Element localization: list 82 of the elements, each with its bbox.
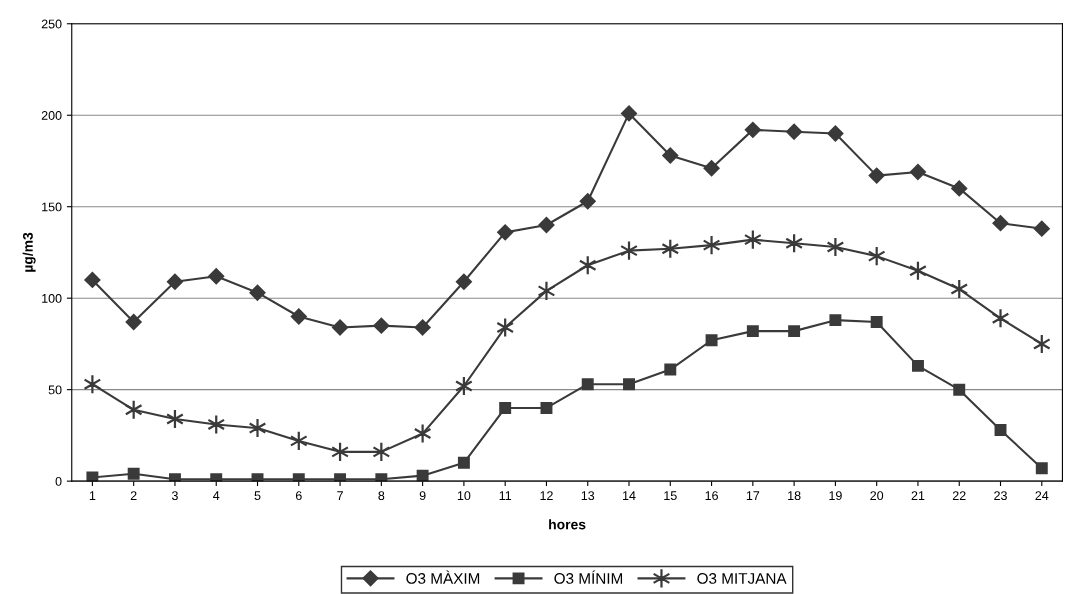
- x-tick-label: 18: [788, 491, 801, 501]
- point: [332, 319, 349, 336]
- x-tick-label: 1: [89, 491, 96, 500]
- point: [623, 378, 635, 391]
- point: [540, 401, 553, 414]
- x-tick-label: 16: [705, 491, 718, 501]
- x-tick-label: 21: [911, 491, 925, 500]
- point: [702, 234, 721, 256]
- point: [827, 125, 844, 142]
- x-tick-label: 13: [581, 491, 595, 501]
- x-axis-title: hores: [549, 519, 586, 530]
- point: [829, 314, 842, 327]
- y-tick-label: 150: [42, 202, 62, 212]
- point: [746, 325, 759, 338]
- y-tick-label: 200: [41, 111, 62, 120]
- point: [953, 383, 966, 396]
- x-tick-label: 7: [337, 491, 343, 500]
- x-tick-label: 20: [870, 491, 884, 501]
- point: [786, 123, 803, 140]
- point: [455, 273, 472, 290]
- x-tick-label: 22: [952, 491, 966, 500]
- point: [664, 363, 677, 376]
- legend-label: O3 MÀXIM: [406, 570, 480, 584]
- x-tick-label: 15: [664, 491, 677, 501]
- point: [373, 317, 390, 334]
- legend-label: O3 MITJANA: [697, 573, 787, 584]
- point: [951, 180, 968, 197]
- point: [84, 271, 101, 288]
- point: [248, 417, 267, 439]
- x-tick-label: 14: [623, 491, 636, 500]
- x-tick-label: 10: [457, 491, 471, 501]
- point: [414, 319, 431, 336]
- point: [911, 359, 924, 372]
- x-tick-label: 8: [378, 491, 385, 501]
- x-tick-label: 9: [419, 491, 426, 501]
- y-tick-label: 100: [42, 293, 62, 303]
- point: [497, 224, 514, 241]
- x-tick-label: 23: [994, 491, 1007, 501]
- point: [992, 215, 1009, 232]
- point: [125, 313, 142, 330]
- point: [1035, 462, 1048, 475]
- point: [703, 160, 720, 177]
- legend-label: O3 MÍNIM: [554, 570, 623, 584]
- x-tick-label: 19: [829, 491, 842, 501]
- point: [457, 456, 470, 469]
- y-tick-label: 50: [48, 385, 62, 395]
- point: [662, 147, 679, 164]
- point: [579, 193, 596, 210]
- point: [208, 268, 225, 285]
- point: [705, 334, 718, 347]
- x-tick-label: 11: [499, 491, 512, 500]
- point: [166, 273, 183, 290]
- x-tick-label: 6: [295, 491, 302, 501]
- x-tick-label: 2: [130, 491, 137, 500]
- x-tick-label: 24: [1035, 491, 1049, 500]
- point: [991, 308, 1010, 329]
- y-axis-title: µg/m3: [22, 232, 36, 272]
- x-tick-label: 3: [171, 491, 178, 501]
- x-tick-label: 12: [540, 491, 553, 500]
- point: [537, 280, 556, 302]
- point: [290, 308, 307, 325]
- y-tick-label: 250: [41, 19, 62, 29]
- point: [826, 236, 845, 258]
- point: [249, 284, 266, 301]
- point: [788, 325, 801, 338]
- point: [909, 163, 926, 180]
- x-tick-label: 17: [746, 491, 760, 500]
- point: [621, 105, 637, 122]
- point: [581, 378, 594, 391]
- point: [744, 121, 761, 138]
- x-tick-label: 5: [254, 491, 261, 501]
- point: [1033, 220, 1050, 237]
- point: [870, 316, 883, 328]
- point: [868, 167, 885, 184]
- point: [416, 469, 429, 482]
- point: [499, 401, 512, 414]
- point: [994, 423, 1007, 436]
- point: [127, 467, 140, 480]
- y-tick-label: 0: [55, 476, 62, 486]
- x-tick-label: 4: [213, 491, 220, 500]
- point: [538, 217, 555, 233]
- point: [83, 374, 102, 395]
